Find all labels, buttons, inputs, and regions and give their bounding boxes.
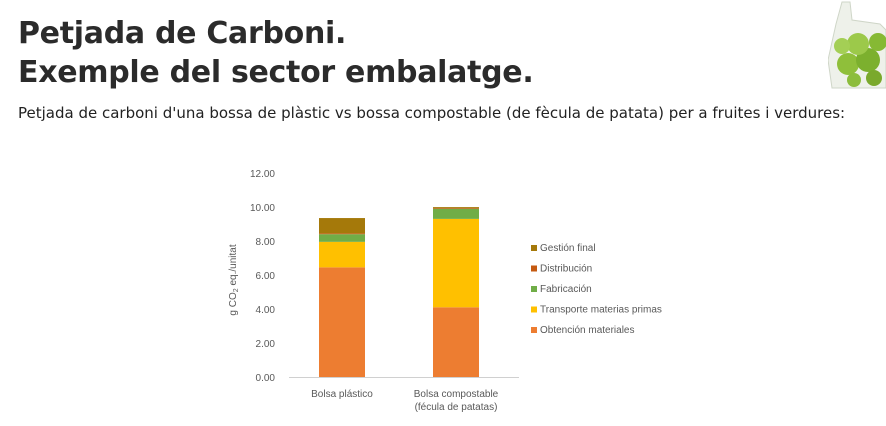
x-tick-label: Bolsa plástico (311, 389, 373, 400)
y-tick-label: 2.00 (256, 339, 276, 350)
bar-segment (319, 241, 365, 268)
legend-entry: Transporte materias primas (540, 305, 662, 316)
y-tick-label: 10.00 (250, 203, 275, 214)
y-axis-label-rest: eq./unitat (228, 244, 239, 288)
y-tick-label: 6.00 (256, 271, 276, 282)
legend-swatch (531, 245, 537, 251)
y-tick-label: 12.00 (250, 169, 275, 180)
legend-swatch (531, 306, 537, 313)
y-tick-label: 0.00 (256, 373, 276, 384)
legend-entry: Distribución (540, 264, 592, 275)
y-axis-label-main: g CO (228, 292, 239, 316)
bar-segment (433, 208, 479, 219)
bar-segment (433, 207, 479, 208)
y-axis-ticks: 0.00 2.00 4.00 6.00 8.00 10.00 12.00 (250, 169, 275, 384)
slide-subtitle: Petjada de carboni d'una bossa de plàsti… (18, 104, 846, 122)
bar-segment (319, 233, 365, 235)
legend-entry: Fabricación (540, 284, 592, 295)
bar-segment (433, 307, 479, 377)
legend-swatch (531, 265, 537, 272)
chart-legend: Gestión final Distribución Fabricación Tran… (531, 243, 662, 336)
slide-title-line-2: Exemple del sector embalatge. (18, 55, 534, 90)
slide-title: Petjada de Carboni. Exemple del sector e… (18, 14, 534, 92)
legend-entry: Gestión final (540, 243, 596, 254)
bar-stacks (319, 207, 479, 377)
legend-entry: Obtención materiales (540, 325, 635, 336)
x-tick-label: Bolsa compostable (414, 389, 499, 400)
legend-swatch (531, 327, 537, 333)
bag-of-green-apples-icon (828, 1, 886, 89)
x-axis-labels: Bolsa plástico Bolsa compostable (fécula d… (311, 389, 499, 413)
slide-title-line-1: Petjada de Carboni. (18, 16, 347, 51)
bar-segment (319, 234, 365, 242)
y-axis-label-subscript: 2 (233, 288, 240, 292)
bar-segment (319, 267, 365, 377)
y-axis-label: g CO2 eq./unitat (228, 244, 240, 315)
bar-segment (319, 218, 365, 234)
legend-swatch (531, 286, 537, 292)
x-tick-label: (fécula de patatas) (415, 402, 498, 413)
bar-segment (433, 207, 479, 209)
bar-segment (433, 218, 479, 308)
y-tick-label: 4.00 (256, 305, 276, 316)
y-tick-label: 8.00 (256, 237, 276, 248)
